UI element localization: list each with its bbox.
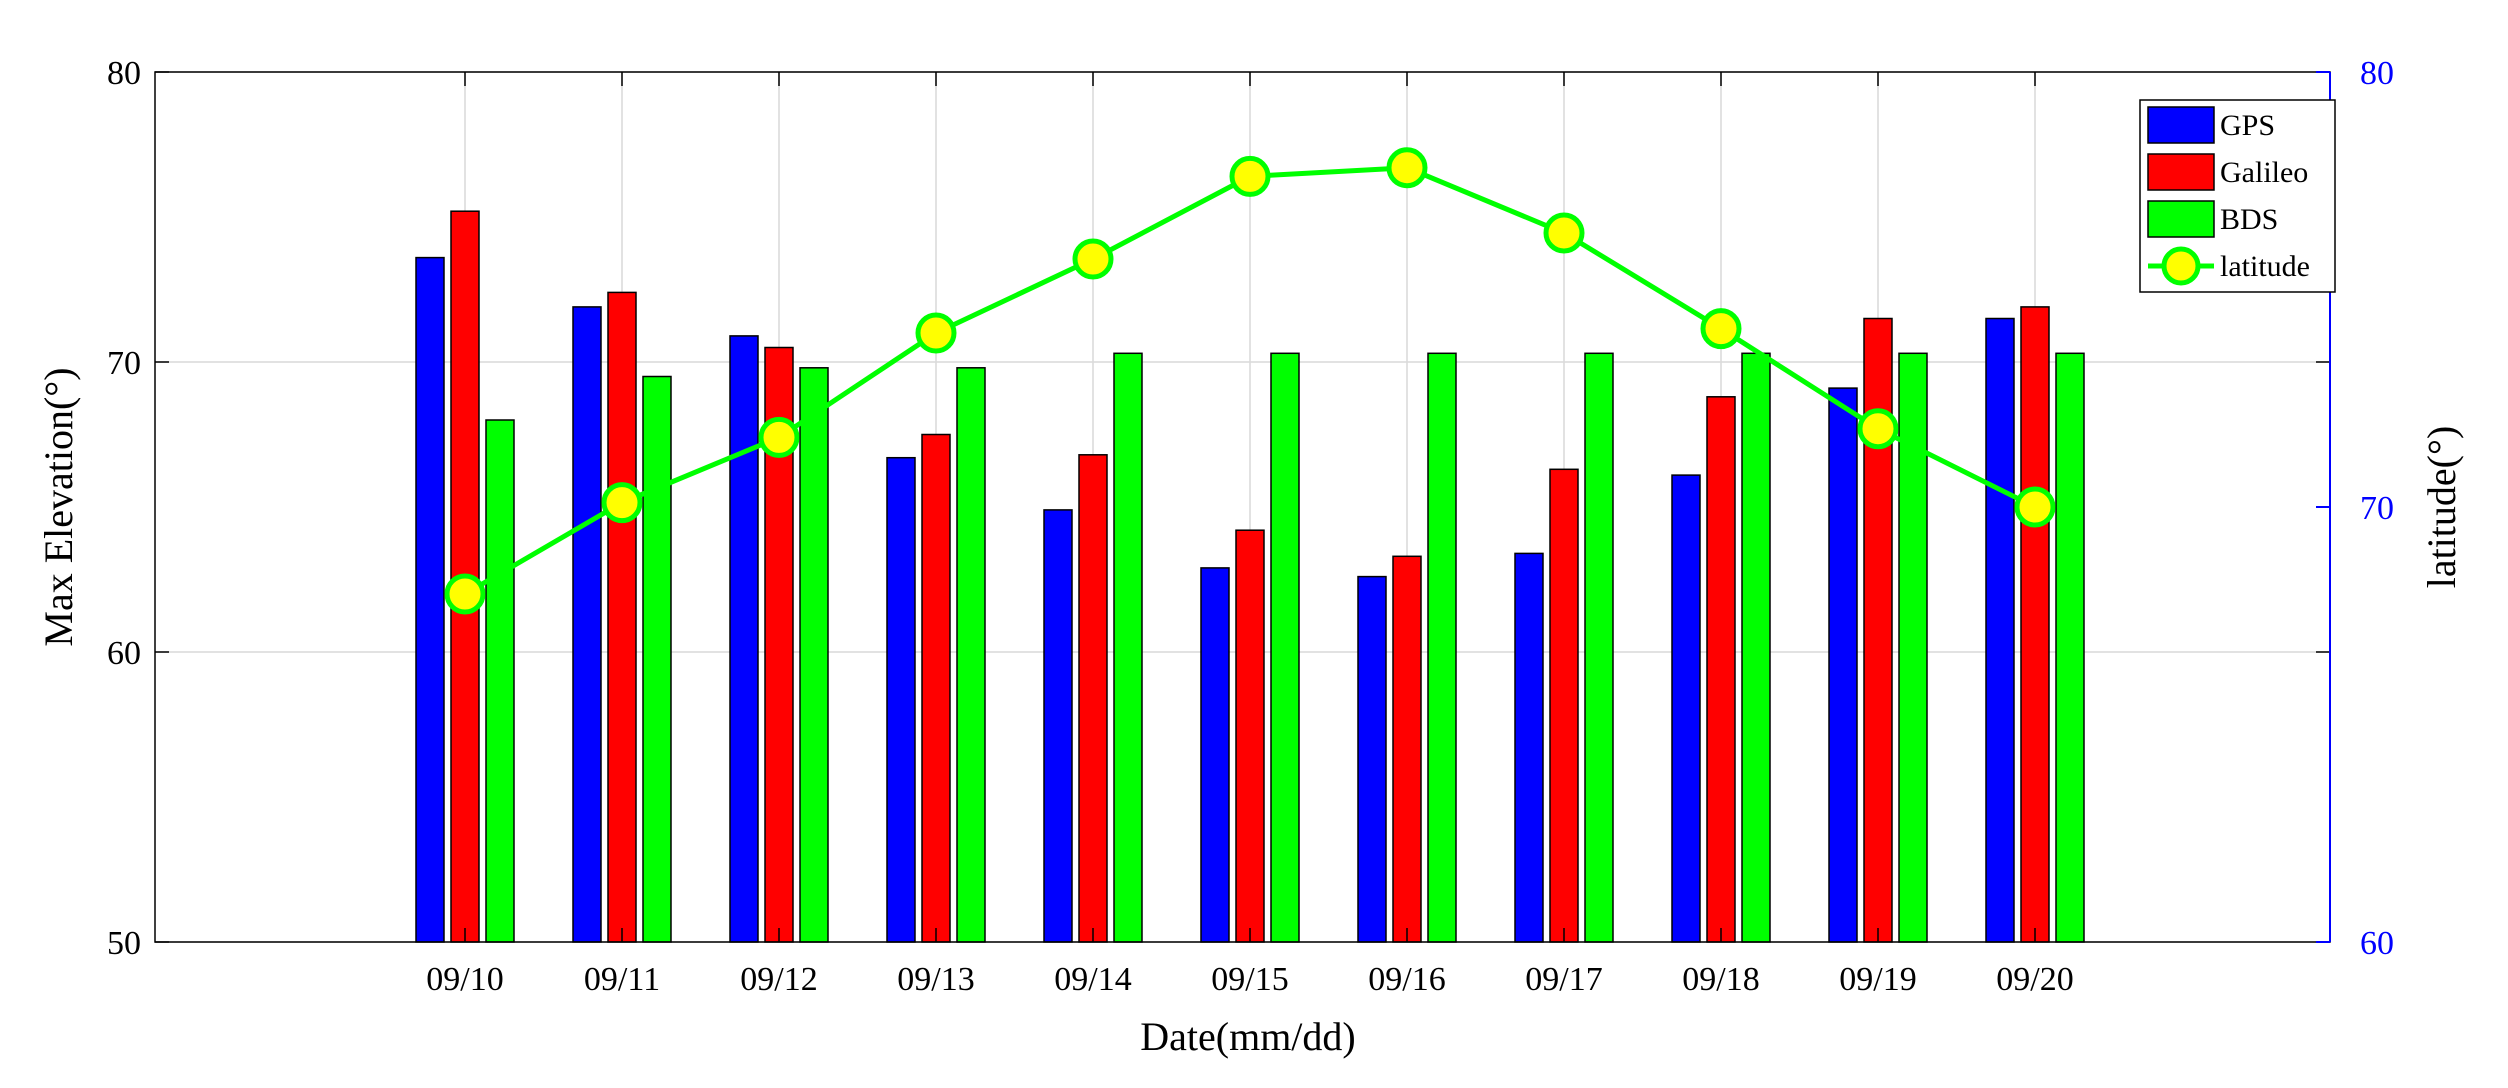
y2-tick-label: 60	[2360, 925, 2394, 962]
bar-bds	[1584, 352, 1614, 943]
bar-galileo	[1235, 529, 1265, 943]
y2-axis-title: latitude(°)	[2419, 426, 2464, 589]
x-tick-label: 09/13	[897, 961, 974, 998]
latitude-marker	[2014, 486, 2056, 528]
x-tick-label: 09/16	[1368, 961, 1445, 998]
legend: GPS Galileo BDS latitude	[2139, 99, 2336, 293]
x-tick-label: 09/20	[1996, 961, 2073, 998]
legend-swatch-gps	[2147, 106, 2215, 144]
legend-label-gps: GPS	[2220, 109, 2275, 142]
bar-gps	[1043, 509, 1073, 943]
bar-galileo	[1549, 468, 1579, 943]
latitude-marker	[915, 312, 957, 354]
legend-label-galileo: Galileo	[2220, 156, 2308, 189]
latitude-marker	[1072, 238, 1114, 280]
bar-bds	[2055, 352, 2085, 943]
bar-gps	[1828, 387, 1858, 943]
y2-tick-label: 80	[2360, 55, 2394, 92]
bar-galileo	[2020, 306, 2050, 943]
x-tick-label: 09/10	[426, 961, 503, 998]
bar-bds	[1741, 352, 1771, 943]
latitude-line-series	[444, 147, 2056, 615]
bar-galileo	[1078, 454, 1108, 943]
bar-bds	[642, 375, 672, 943]
x-tick-label: 09/11	[584, 961, 660, 998]
y-tick-label: 60	[107, 635, 141, 672]
x-tick-label: 09/14	[1054, 961, 1131, 998]
y-tick-label: 80	[107, 55, 141, 92]
bar-gps	[572, 306, 602, 943]
bar-bds	[1113, 352, 1143, 943]
y-axis-title: Max Elevation(°)	[36, 367, 81, 646]
legend-label-latitude: latitude	[2220, 250, 2310, 283]
bar-galileo	[607, 291, 637, 943]
axes: 50 60 70 80 60 70 80 09/10 09/11 09/12 09/13 09/14 0…	[107, 55, 2394, 998]
bar-gps	[1514, 552, 1544, 943]
latitude-marker	[1700, 308, 1742, 350]
latitude-marker	[601, 482, 643, 524]
x-tick-label: 09/15	[1211, 961, 1288, 998]
x-tick-label: 09/12	[740, 961, 817, 998]
bar-gps	[1671, 474, 1701, 943]
bar-gps	[1985, 317, 2015, 943]
y-tick-label: 70	[107, 345, 141, 382]
legend-swatch-latitude-marker	[2161, 246, 2201, 286]
legend-swatch-bds	[2147, 200, 2215, 238]
bar-galileo	[1392, 555, 1422, 943]
latitude-marker	[1386, 147, 1428, 189]
bar-bds	[799, 367, 829, 943]
bar-gps	[1200, 567, 1230, 943]
latitude-marker	[1229, 155, 1271, 197]
legend-swatch-galileo	[2147, 153, 2215, 191]
bar-gps	[1357, 575, 1387, 943]
bar-galileo	[1706, 396, 1736, 943]
bar-gps	[886, 456, 916, 943]
latitude-marker	[444, 573, 486, 615]
legend-label-bds: BDS	[2220, 203, 2278, 236]
latitude-marker	[1543, 212, 1585, 254]
bar-gps	[415, 256, 445, 943]
x-tick-label: 09/18	[1682, 961, 1759, 998]
y2-tick-label: 70	[2360, 490, 2394, 527]
bar-gps	[729, 335, 759, 943]
bar-galileo	[921, 433, 951, 943]
x-tick-label: 09/19	[1839, 961, 1916, 998]
latitude-marker	[758, 416, 800, 458]
bar-bds	[485, 419, 515, 943]
latitude-marker	[1857, 408, 1899, 450]
x-axis-title: Date(mm/dd)	[1140, 1014, 1356, 1059]
bar-bds	[1270, 352, 1300, 943]
x-tick-label: 09/17	[1525, 961, 1602, 998]
y-tick-label: 50	[107, 925, 141, 962]
bar-bds	[956, 367, 986, 943]
bar-bds	[1427, 352, 1457, 943]
